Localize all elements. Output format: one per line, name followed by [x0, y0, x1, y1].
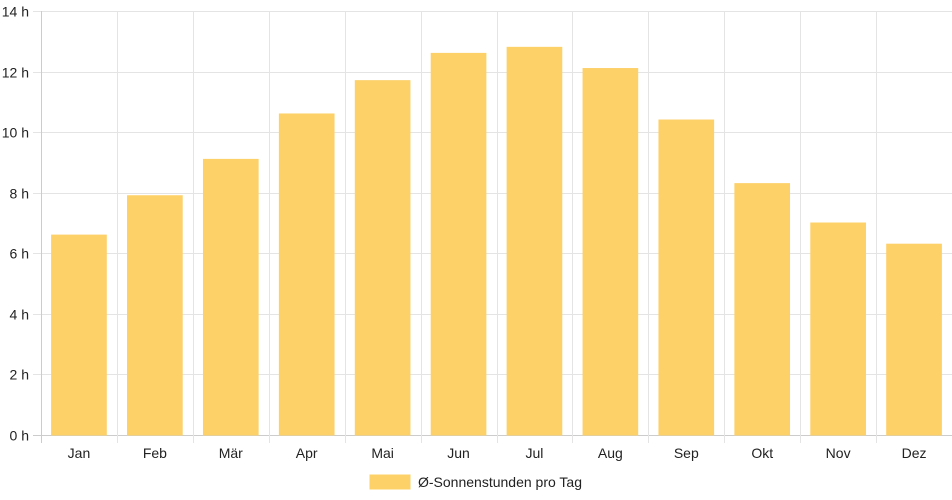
x-tick-label: Feb [143, 445, 167, 461]
y-tick-label: 2 h [10, 367, 29, 383]
y-tick-label: 14 h [2, 4, 29, 20]
bar-mär[interactable] [202, 158, 259, 436]
x-tick-label: Jun [447, 445, 470, 461]
x-tick-label: Sep [674, 445, 699, 461]
bar-jan[interactable] [51, 234, 107, 436]
bar-dez[interactable] [886, 243, 942, 436]
bar-jun[interactable] [430, 52, 487, 436]
y-tick-label: 12 h [2, 65, 29, 81]
y-tick-label: 0 h [10, 428, 29, 444]
x-tick-label: Jan [68, 445, 91, 461]
x-tick-label: Mai [371, 445, 394, 461]
bar-mai[interactable] [354, 80, 411, 436]
bar-apr[interactable] [278, 113, 335, 436]
bar-nov[interactable] [810, 222, 866, 436]
bar-series [51, 46, 942, 436]
x-tick-label: Dez [902, 445, 927, 461]
y-tick-label: 6 h [10, 246, 29, 262]
grid-lines [33, 11, 952, 443]
legend[interactable]: Ø-Sonnenstunden pro Tag [369, 474, 582, 490]
x-tick-label: Aug [598, 445, 623, 461]
bar-aug[interactable] [582, 68, 639, 436]
x-axis-ticks: Jan Feb Mär Apr Mai Jun Jul Aug Sep Okt Nov Dez [68, 445, 927, 461]
bar-okt[interactable] [734, 183, 791, 436]
y-axis-ticks: 0 h 2 h 4 h 6 h 8 h 10 h 12 h 14 h [2, 4, 29, 444]
bar-sep[interactable] [658, 119, 715, 436]
legend-label[interactable]: Ø-Sonnenstunden pro Tag [418, 474, 582, 490]
y-tick-label: 10 h [2, 125, 29, 141]
x-tick-label: Apr [296, 445, 318, 461]
y-tick-label: 4 h [10, 307, 29, 323]
x-tick-label: Nov [826, 445, 851, 461]
bar-feb[interactable] [127, 195, 183, 436]
bar-jul[interactable] [506, 46, 563, 436]
x-tick-label: Mär [219, 445, 243, 461]
legend-swatch[interactable] [369, 474, 411, 490]
x-tick-label: Okt [751, 445, 773, 461]
y-tick-label: 8 h [10, 186, 29, 202]
x-tick-label: Jul [526, 445, 544, 461]
